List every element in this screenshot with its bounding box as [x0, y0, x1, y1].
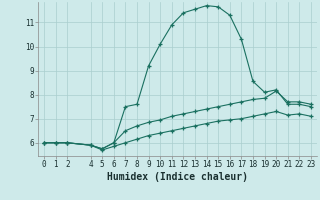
X-axis label: Humidex (Indice chaleur): Humidex (Indice chaleur) [107, 172, 248, 182]
